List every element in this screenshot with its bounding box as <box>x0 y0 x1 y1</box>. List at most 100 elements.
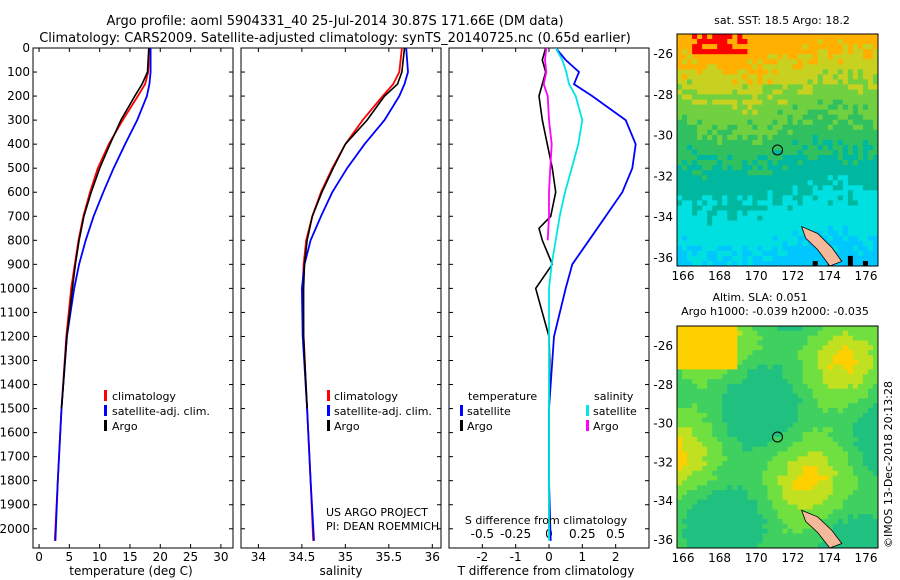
map-cell <box>752 170 758 176</box>
map-cell <box>757 345 763 351</box>
map-cell <box>802 466 809 472</box>
map-cell <box>842 180 849 186</box>
map-cell <box>782 261 789 266</box>
map-cell <box>842 441 849 448</box>
map-cell <box>742 330 748 337</box>
map-cell <box>782 485 789 491</box>
map-cell <box>857 374 864 380</box>
map-cell <box>817 364 824 370</box>
map-cell <box>837 240 844 247</box>
map-cell <box>677 398 683 404</box>
map-cell <box>697 494 703 501</box>
map-cell <box>692 441 698 448</box>
map-cell <box>677 139 683 146</box>
map-cell <box>717 34 723 40</box>
map-cell <box>712 403 718 409</box>
map-cell <box>732 461 738 467</box>
map-cell <box>852 408 859 414</box>
map-cell <box>857 170 864 176</box>
map-cell <box>807 195 814 201</box>
map-cell <box>792 59 799 65</box>
map-cell <box>772 345 779 351</box>
map-cell <box>822 150 829 156</box>
map-cell <box>722 170 728 176</box>
map-cell <box>842 185 849 191</box>
map-cell <box>802 94 809 101</box>
map-cell <box>727 180 733 186</box>
map-cell <box>868 494 874 501</box>
map-cell <box>862 422 869 428</box>
map-cell <box>687 350 693 356</box>
map-cell <box>777 408 784 414</box>
map-cell <box>777 379 784 385</box>
map-cell <box>847 49 854 55</box>
map-cell <box>862 470 869 477</box>
map-cell <box>792 485 799 491</box>
map-cell <box>842 393 849 399</box>
map-cell <box>852 504 859 510</box>
map-cell <box>782 190 789 196</box>
map-cell <box>807 456 814 462</box>
map-cell <box>817 210 824 217</box>
map-cell <box>717 139 723 146</box>
map-cell <box>772 441 779 448</box>
map-cell <box>777 523 784 530</box>
map-cell <box>702 364 708 370</box>
map-cell <box>722 388 728 395</box>
map-cell <box>767 326 774 332</box>
map-cell <box>837 255 844 262</box>
legend-climatology: climatology <box>112 390 176 403</box>
map-cell <box>777 485 784 491</box>
map-cell <box>677 466 683 472</box>
map-cell <box>762 441 768 448</box>
map-cell <box>777 417 784 424</box>
map-cell <box>687 205 693 212</box>
map-cell <box>782 475 789 481</box>
map-cell <box>682 185 688 191</box>
map-cell <box>837 359 844 366</box>
map-cell <box>747 379 753 385</box>
map-cell <box>687 345 693 351</box>
map-cell <box>792 220 799 227</box>
map-cell <box>737 59 743 65</box>
map-ytick-label: -26 <box>653 339 673 353</box>
map-cell <box>782 175 789 181</box>
map-cell <box>852 326 859 332</box>
map-cell <box>717 504 723 510</box>
map-cell <box>732 504 738 510</box>
map-cell <box>868 134 874 141</box>
map-cell <box>787 49 794 55</box>
map-cell <box>732 119 738 126</box>
map-cell <box>747 225 753 232</box>
map-cell <box>707 74 713 80</box>
map-cell <box>682 220 688 227</box>
map-cell <box>697 185 703 191</box>
map-cell <box>707 180 713 186</box>
map-cell <box>802 427 809 433</box>
map-cell <box>687 79 693 85</box>
map-cell <box>687 403 693 409</box>
map-cell <box>732 451 738 457</box>
map-cell <box>868 538 874 544</box>
map-cell <box>792 470 799 477</box>
map-cell <box>832 59 839 65</box>
map-cell <box>747 374 753 380</box>
map-cell <box>717 59 723 65</box>
map-cell <box>777 494 784 501</box>
map-cell <box>772 422 779 428</box>
map-cell <box>792 185 799 191</box>
map-cell <box>802 432 809 438</box>
map-cell <box>717 369 723 375</box>
map-cell <box>737 165 743 171</box>
map-cell <box>782 480 789 486</box>
map-cell <box>812 355 819 361</box>
map-cell <box>832 139 839 146</box>
map-cell <box>697 466 703 472</box>
map-cell <box>772 64 779 70</box>
map-cell <box>707 388 713 395</box>
map-cell <box>702 59 708 65</box>
map-cell <box>697 437 703 443</box>
map-cell <box>722 456 728 462</box>
map-cell <box>862 190 869 196</box>
map-cell <box>757 528 763 535</box>
